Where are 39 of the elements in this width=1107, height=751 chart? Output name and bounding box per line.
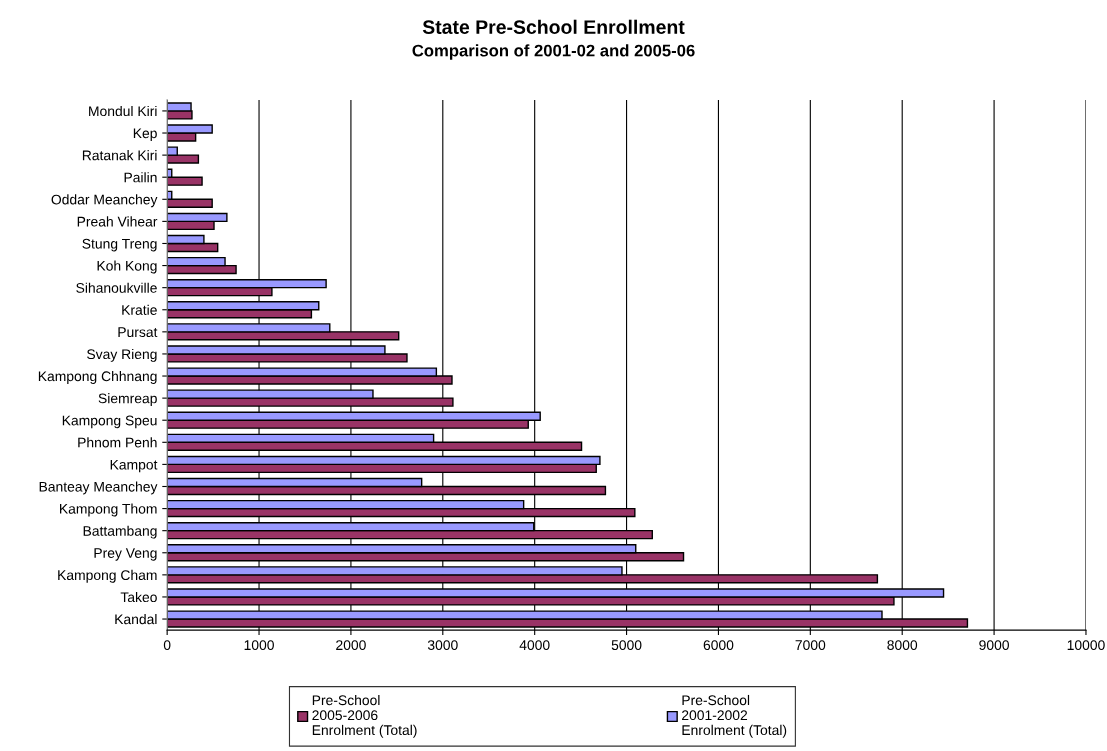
y-tick-label: Battambang <box>83 525 157 539</box>
legend-label: Pre-School 2005-2006 Enrolment (Total) <box>312 694 417 738</box>
y-tick-label: Takeo <box>120 591 157 603</box>
y-tick-label: Stung Treng <box>82 238 157 252</box>
x-tick-label: 4000 <box>519 640 550 651</box>
x-tick-label: 6000 <box>703 640 734 651</box>
x-tick-label: 1000 <box>244 640 274 651</box>
y-tick-label: Ratanak Kiri <box>82 150 157 161</box>
y-tick-label: Kampong Speu <box>62 415 157 429</box>
chart-title: State Pre-School Enrollment <box>422 19 685 34</box>
y-tick-label: Prey Veng <box>94 548 157 561</box>
x-tick-label: 3000 <box>427 640 458 651</box>
y-tick-label: Kampong Thom <box>60 503 157 517</box>
y-tick-label: Mondul Kiri <box>89 105 157 117</box>
y-tick-label: Kampot <box>110 459 158 473</box>
y-tick-label: Preah Vihear <box>77 216 158 227</box>
y-tick-label: Oddar Meanchey <box>51 194 158 208</box>
y-tick-label: Kratie <box>122 304 157 315</box>
y-tick-label: Pailin <box>124 172 157 183</box>
x-tick-label: 5000 <box>611 640 642 651</box>
y-tick-label: Kampong Chhnang <box>38 371 157 384</box>
y-tick-label: Kep <box>133 128 157 141</box>
x-tick-label: 8000 <box>887 640 918 651</box>
x-tick-label: 2000 <box>336 640 366 651</box>
y-tick-label: Svay Rieng <box>87 348 157 362</box>
y-tick-label: Pursat <box>118 327 158 338</box>
y-tick-label: Kampong Cham <box>58 569 157 583</box>
y-tick-label: Banteay Meanchey <box>39 481 158 495</box>
y-tick-label: Siemreap <box>98 393 157 407</box>
legend-label: Pre-School 2001-2002 Enrolment (Total) <box>682 694 787 738</box>
x-tick-label: 0 <box>163 640 171 651</box>
x-tick-label: 9000 <box>979 640 1009 651</box>
y-tick-label: Phnom Penh <box>78 437 157 448</box>
y-tick-label: Koh Kong <box>97 260 157 274</box>
x-tick-label: 10000 <box>1067 640 1105 651</box>
chart-subtitle: Comparison of 2001-02 and 2005-06 <box>412 44 695 60</box>
x-tick-label: 7000 <box>795 640 826 651</box>
y-tick-label: Kandal <box>115 614 157 625</box>
y-tick-label: Sihanoukville <box>76 282 157 293</box>
